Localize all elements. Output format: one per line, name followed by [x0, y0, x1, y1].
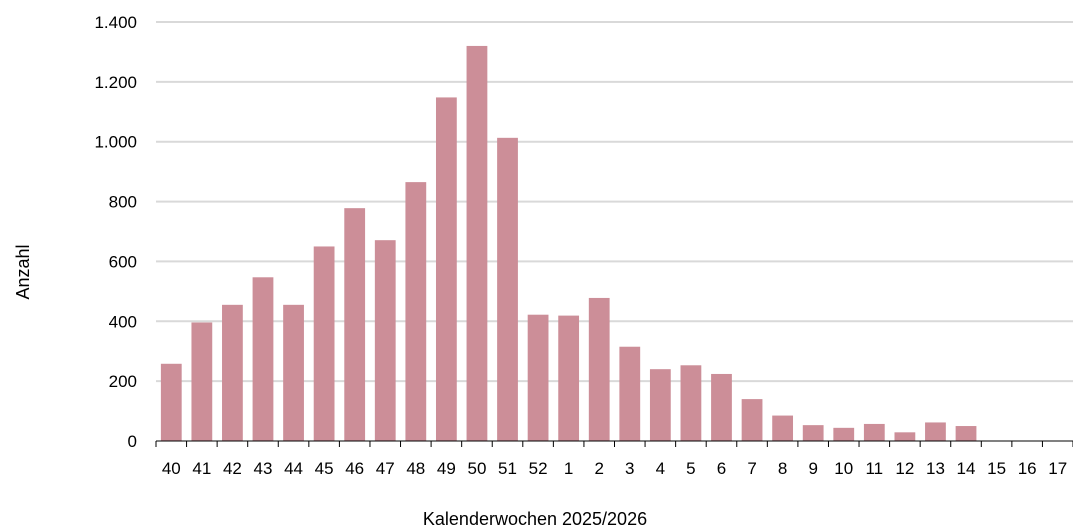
bar — [925, 422, 946, 441]
bars — [160, 45, 977, 442]
bar — [558, 315, 580, 441]
grid-lines — [156, 21, 1073, 383]
x-tick-label: 52 — [529, 459, 548, 478]
x-tick-label: 11 — [865, 459, 883, 478]
y-tick-labels: 0 200 400 600 800 1.000 1.200 1.400 — [94, 13, 137, 451]
x-tick-label: 4 — [656, 459, 665, 478]
bar — [711, 373, 732, 441]
y-tick-label: 1.200 — [94, 73, 137, 92]
bar — [283, 304, 304, 441]
y-tick-label: 600 — [109, 252, 137, 271]
x-tick-label: 50 — [467, 459, 486, 478]
x-tick-label: 45 — [315, 459, 334, 478]
bar — [894, 432, 916, 441]
x-tick-label: 14 — [957, 459, 976, 478]
x-tick-label: 8 — [778, 459, 787, 478]
bar — [497, 137, 518, 441]
x-tick-label: 46 — [345, 459, 364, 478]
y-tick-label: 1.000 — [94, 133, 137, 152]
bar — [405, 182, 427, 441]
bar — [374, 240, 396, 441]
bar — [833, 427, 855, 441]
bar — [344, 208, 366, 441]
x-tick-label: 17 — [1048, 459, 1067, 478]
bar — [619, 346, 641, 441]
bar — [863, 423, 885, 441]
x-tick-label: 47 — [376, 459, 395, 478]
x-tick-label: 1 — [564, 459, 573, 478]
x-tick-label: 10 — [834, 459, 853, 478]
bar — [741, 399, 763, 441]
x-tick-label: 12 — [895, 459, 914, 478]
x-tick-label: 44 — [284, 459, 303, 478]
x-tick-label: 40 — [162, 459, 181, 478]
bar — [527, 314, 549, 441]
bar — [772, 415, 794, 441]
y-tick-label: 0 — [128, 432, 137, 451]
bar — [222, 304, 243, 441]
x-tick-label: 7 — [747, 459, 756, 478]
bar — [955, 426, 977, 441]
x-tick-label: 6 — [717, 459, 726, 478]
x-tick-label: 2 — [594, 459, 603, 478]
x-tick-label: 16 — [1018, 459, 1037, 478]
x-tick-label: 5 — [686, 459, 695, 478]
x-tick-label: 48 — [406, 459, 425, 478]
y-tick-label: 200 — [109, 372, 137, 391]
x-tick-label: 9 — [808, 459, 817, 478]
x-axis-title: Kalenderwochen 2025/2026 — [423, 509, 647, 529]
x-tick-label: 51 — [498, 459, 517, 478]
x-tick-label: 41 — [192, 459, 211, 478]
x-tick-label: 43 — [254, 459, 273, 478]
x-tick-label: 49 — [437, 459, 456, 478]
bar — [649, 369, 671, 441]
x-tick-label: 3 — [625, 459, 634, 478]
bar — [252, 277, 274, 441]
x-tick-label: 15 — [987, 459, 1006, 478]
bar — [588, 297, 610, 441]
x-tick-label: 42 — [223, 459, 242, 478]
bar — [466, 45, 488, 441]
y-tick-label: 800 — [109, 193, 137, 212]
bar — [191, 322, 213, 441]
bar — [313, 246, 335, 441]
axes — [155, 440, 1073, 447]
x-tick-labels: 40 41 42 43 44 45 46 47 48 49 50 51 52 1 2 3 4 5 6 7 8 9 10 11 1… — [162, 459, 1067, 478]
bar — [435, 97, 457, 442]
bar — [160, 363, 182, 441]
y-tick-label: 1.400 — [94, 13, 137, 32]
y-tick-label: 400 — [109, 312, 137, 331]
x-tick-label: 13 — [926, 459, 945, 478]
bar — [680, 365, 702, 441]
bar — [802, 425, 824, 441]
y-axis-title: Anzahl — [13, 244, 33, 299]
